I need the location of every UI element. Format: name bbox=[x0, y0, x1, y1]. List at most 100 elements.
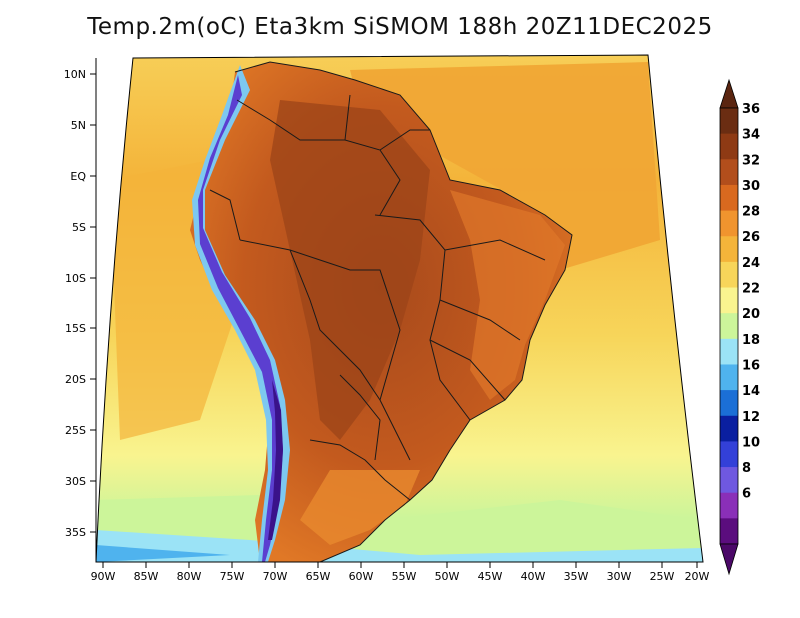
lat-tick: 25S bbox=[65, 424, 96, 437]
lat-label: 30S bbox=[65, 475, 86, 488]
lon-label: 30W bbox=[607, 570, 632, 583]
colorbar-swatch bbox=[720, 184, 738, 212]
colorbar-swatch bbox=[720, 133, 738, 160]
lat-tick: 15S bbox=[65, 322, 96, 335]
colorbar-swatch bbox=[720, 108, 738, 135]
colorbar-swatch bbox=[720, 492, 738, 519]
lon-label: 50W bbox=[435, 570, 460, 583]
colorbar-swatch bbox=[720, 390, 738, 417]
lat-label: 15S bbox=[65, 322, 86, 335]
colorbar-label: 14 bbox=[742, 384, 760, 399]
map-title: Temp.2m(oC) Eta3km SiSMOM 188h 20Z11DEC2… bbox=[87, 14, 713, 40]
colorbar-swatch bbox=[720, 467, 738, 494]
colorbar-label: 30 bbox=[742, 179, 760, 194]
lon-label: 35W bbox=[564, 570, 589, 583]
southern-cone bbox=[300, 470, 420, 545]
lon-tick: 25W bbox=[650, 562, 675, 583]
colorbar-swatch bbox=[720, 236, 738, 263]
lon-label: 85W bbox=[134, 570, 159, 583]
colorbar-swatch bbox=[720, 338, 738, 365]
colorbar-label: 22 bbox=[742, 282, 760, 297]
colorbar-swatch bbox=[720, 261, 738, 289]
colorbar-swatches bbox=[719, 107, 739, 545]
lon-label: 75W bbox=[220, 570, 245, 583]
colorbar-label: 16 bbox=[742, 358, 760, 373]
lon-tick: 20W bbox=[685, 562, 710, 583]
colorbar-swatch bbox=[720, 441, 738, 468]
lat-tick: 5N bbox=[71, 119, 96, 132]
lon-tick: 55W bbox=[392, 562, 417, 583]
ocean-warm-atlantic bbox=[350, 62, 660, 270]
lon-tick: 80W bbox=[177, 562, 202, 583]
lat-tick: 5S bbox=[72, 221, 96, 234]
longitude-axis: 90W 85W 80W 75W 70W 65W 60W 55W 50W 45W … bbox=[91, 562, 710, 583]
colorbar-label: 20 bbox=[742, 307, 760, 322]
colorbar: 36 34 32 30 28 26 24 22 20 18 16 14 12 10 8 6 bbox=[719, 78, 760, 576]
lat-label: 10N bbox=[64, 68, 86, 81]
colorbar-top-arrow bbox=[719, 78, 739, 109]
lat-tick: 35S bbox=[65, 526, 96, 539]
lon-label: 60W bbox=[349, 570, 374, 583]
colorbar-swatch bbox=[720, 364, 738, 391]
colorbar-label: 28 bbox=[742, 205, 760, 220]
lon-tick: 75W bbox=[220, 562, 245, 583]
lon-tick: 30W bbox=[607, 562, 632, 583]
lon-tick: 35W bbox=[564, 562, 589, 583]
colorbar-labels: 36 34 32 30 28 26 24 22 20 18 16 14 12 10 8 6 bbox=[742, 102, 760, 502]
country-borders bbox=[209, 61, 573, 563]
lat-tick: EQ bbox=[70, 170, 96, 183]
lon-tick: 50W bbox=[435, 562, 460, 583]
colorbar-label: 26 bbox=[742, 230, 760, 245]
colorbar-swatch bbox=[720, 210, 738, 237]
lat-label: EQ bbox=[70, 170, 86, 183]
east-coast-warm bbox=[450, 190, 565, 400]
lat-label: 35S bbox=[65, 526, 86, 539]
colorbar-label: 10 bbox=[742, 435, 760, 450]
lon-tick: 65W bbox=[306, 562, 331, 583]
lon-label: 55W bbox=[392, 570, 417, 583]
lon-label: 70W bbox=[263, 570, 288, 583]
lon-label: 45W bbox=[478, 570, 503, 583]
lon-label: 25W bbox=[650, 570, 675, 583]
lat-label: 5N bbox=[71, 119, 86, 132]
colorbar-label: 12 bbox=[742, 410, 760, 425]
ocean-cold-south bbox=[96, 530, 703, 562]
lon-tick: 85W bbox=[134, 562, 159, 583]
lon-tick: 90W bbox=[91, 562, 116, 583]
lon-label: 80W bbox=[177, 570, 202, 583]
colorbar-label: 24 bbox=[742, 256, 760, 271]
lat-label: 25S bbox=[65, 424, 86, 437]
lon-tick: 60W bbox=[349, 562, 374, 583]
colorbar-swatch bbox=[720, 518, 738, 545]
colorbar-label: 18 bbox=[742, 333, 760, 348]
map-panel bbox=[95, 54, 704, 563]
ocean-colder-south bbox=[96, 545, 230, 562]
latitude-axis: 10N 5N EQ 5S 10S 15S 20S 25S 30S 35S bbox=[64, 68, 96, 539]
andes-core bbox=[198, 75, 283, 562]
colorbar-label: 36 bbox=[742, 102, 760, 117]
lon-label: 90W bbox=[91, 570, 116, 583]
lon-tick: 40W bbox=[521, 562, 546, 583]
lat-label: 20S bbox=[65, 373, 86, 386]
lon-tick: 70W bbox=[263, 562, 288, 583]
lat-tick: 30S bbox=[65, 475, 96, 488]
lat-label: 10S bbox=[65, 272, 86, 285]
colorbar-label: 6 bbox=[742, 487, 751, 502]
lat-tick: 20S bbox=[65, 373, 96, 386]
andes-peaks bbox=[268, 380, 283, 540]
colorbar-label: 32 bbox=[742, 153, 760, 168]
colorbar-swatch bbox=[720, 313, 738, 340]
lon-label: 40W bbox=[521, 570, 546, 583]
colorbar-bottom-arrow bbox=[719, 543, 739, 576]
lat-tick: 10N bbox=[64, 68, 96, 81]
colorbar-swatch bbox=[720, 287, 738, 314]
colorbar-label: 8 bbox=[742, 461, 751, 476]
lon-label: 65W bbox=[306, 570, 331, 583]
lat-label: 5S bbox=[72, 221, 86, 234]
lon-label: 20W bbox=[685, 570, 710, 583]
colorbar-swatch bbox=[720, 159, 738, 186]
lat-tick: 10S bbox=[65, 272, 96, 285]
colorbar-label: 34 bbox=[742, 128, 760, 143]
lon-tick: 45W bbox=[478, 562, 503, 583]
